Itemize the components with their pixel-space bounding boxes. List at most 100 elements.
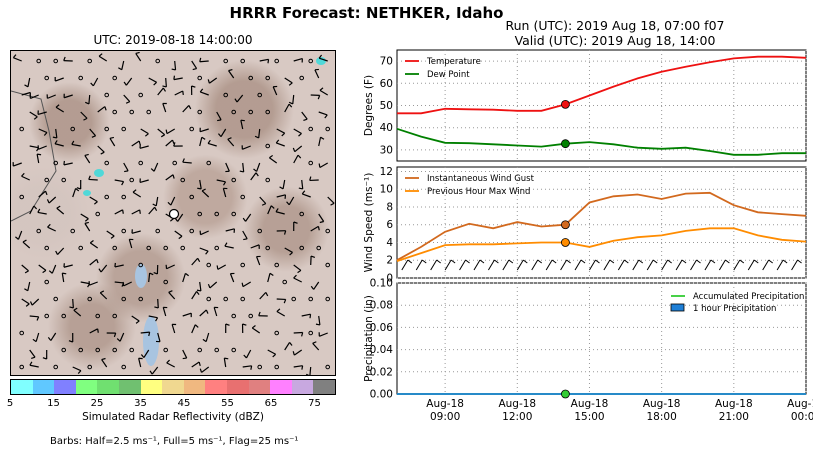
- current-time-marker: [561, 220, 570, 230]
- wind-barb: [98, 55, 108, 62]
- wind-barb: [776, 259, 784, 271]
- wind-barb: [200, 91, 209, 96]
- colorbar-segment: [97, 380, 119, 394]
- calm-marker: [70, 228, 76, 234]
- calm-marker: [104, 160, 110, 166]
- calm-marker: [163, 245, 169, 251]
- wind-barb: [29, 205, 35, 215]
- wind-barb-feather: [42, 269, 47, 274]
- wind-barb-feather: [207, 79, 210, 84]
- wind-barb: [240, 120, 244, 130]
- calm-marker: [240, 194, 246, 200]
- wind-barb-feather: [149, 272, 154, 276]
- calm-marker: [274, 262, 280, 268]
- wind-barb: [61, 273, 65, 283]
- wind-barb: [73, 309, 82, 317]
- wind-barb: [225, 162, 230, 172]
- colorbar-segment: [11, 380, 33, 394]
- wind-barb: [166, 128, 176, 135]
- wind-barb-feather: [182, 158, 185, 163]
- wind-barb: [589, 259, 596, 271]
- calm-marker: [291, 296, 297, 302]
- wind-barb-feather: [318, 54, 323, 59]
- wind-barb: [704, 259, 712, 271]
- wind-barb-feather: [185, 272, 189, 277]
- series-line: [396, 127, 806, 156]
- wind-barb: [284, 247, 293, 253]
- wind-barb: [293, 264, 302, 271]
- wind-barb-feather: [84, 221, 89, 224]
- wind-barb: [22, 241, 31, 249]
- calm-marker: [325, 296, 331, 302]
- calm-marker: [231, 109, 237, 115]
- wind-barb: [276, 311, 286, 317]
- wind-barb: [29, 364, 39, 368]
- colorbar-segment: [140, 380, 163, 394]
- wind-barb-feather: [172, 174, 175, 179]
- wind-barb-feather: [205, 250, 209, 255]
- wind-barb: [444, 259, 452, 271]
- wind-barb: [80, 213, 89, 220]
- colorbar-tick-label: 45: [177, 398, 191, 409]
- calm-marker: [274, 364, 280, 370]
- wind-barb: [84, 155, 91, 164]
- wind-barb: [27, 77, 31, 87]
- x-tick-label: 09:00: [430, 411, 460, 423]
- wind-barb-feather: [297, 154, 302, 159]
- calm-marker: [257, 92, 263, 98]
- calm-marker: [78, 75, 84, 81]
- calm-marker: [61, 313, 67, 319]
- calm-marker: [19, 364, 25, 370]
- wind-barb-feather: [566, 259, 571, 264]
- legend-label: Temperature: [426, 57, 481, 67]
- calm-marker: [121, 126, 127, 132]
- wind-barb-feather: [197, 257, 201, 263]
- reflectivity-colorbar: [10, 379, 336, 395]
- calm-marker: [308, 296, 314, 302]
- wind-barb: [531, 259, 539, 271]
- wind-barb: [174, 60, 177, 71]
- wind-barb: [138, 358, 142, 368]
- wind-barb-feather: [153, 272, 158, 275]
- wind-barb: [21, 175, 30, 181]
- wind-barb: [269, 157, 278, 164]
- wind-barb: [318, 57, 328, 62]
- wind-barb: [791, 259, 798, 271]
- wind-barb: [199, 179, 202, 189]
- wind-barb: [191, 257, 199, 266]
- y-tick-label: 0.00: [370, 389, 393, 401]
- colorbar-segment: [54, 380, 76, 394]
- wind-barb: [48, 196, 57, 204]
- legend-label: Previous Hour Max Wind: [427, 187, 530, 197]
- calm-marker: [155, 58, 161, 64]
- wind-barb-feather: [710, 259, 716, 264]
- calm-marker: [299, 211, 305, 217]
- wind-barb: [182, 273, 186, 283]
- wind-barb: [166, 264, 175, 270]
- wind-barb-feather: [160, 134, 165, 138]
- wind-barb-feather: [667, 259, 672, 264]
- wind-barb: [100, 264, 108, 273]
- wind-barb-feather: [33, 116, 38, 120]
- x-tick-label: 21:00: [719, 411, 749, 423]
- wind-barb-feather: [272, 353, 277, 358]
- wind-barb-feather: [324, 114, 328, 119]
- wind-barb: [131, 230, 141, 234]
- wind-barb-feather: [580, 259, 586, 264]
- calm-marker: [44, 245, 50, 251]
- wind-barb-feather: [279, 186, 284, 190]
- calm-marker: [53, 296, 59, 302]
- wind-barb: [162, 307, 167, 317]
- wind-barb: [148, 272, 151, 283]
- x-tick-label: Aug-18: [498, 398, 536, 410]
- calm-marker: [95, 211, 101, 217]
- wind-barb: [242, 281, 252, 288]
- wind-barb: [166, 362, 175, 368]
- wind-barb: [148, 77, 157, 83]
- wind-barb-feather: [21, 172, 25, 177]
- wind-barb: [29, 111, 38, 118]
- wind-barb-feather: [91, 135, 96, 138]
- wind-barb-feather: [522, 259, 528, 264]
- wind-barb-feather: [207, 139, 211, 144]
- wind-barb: [258, 128, 261, 139]
